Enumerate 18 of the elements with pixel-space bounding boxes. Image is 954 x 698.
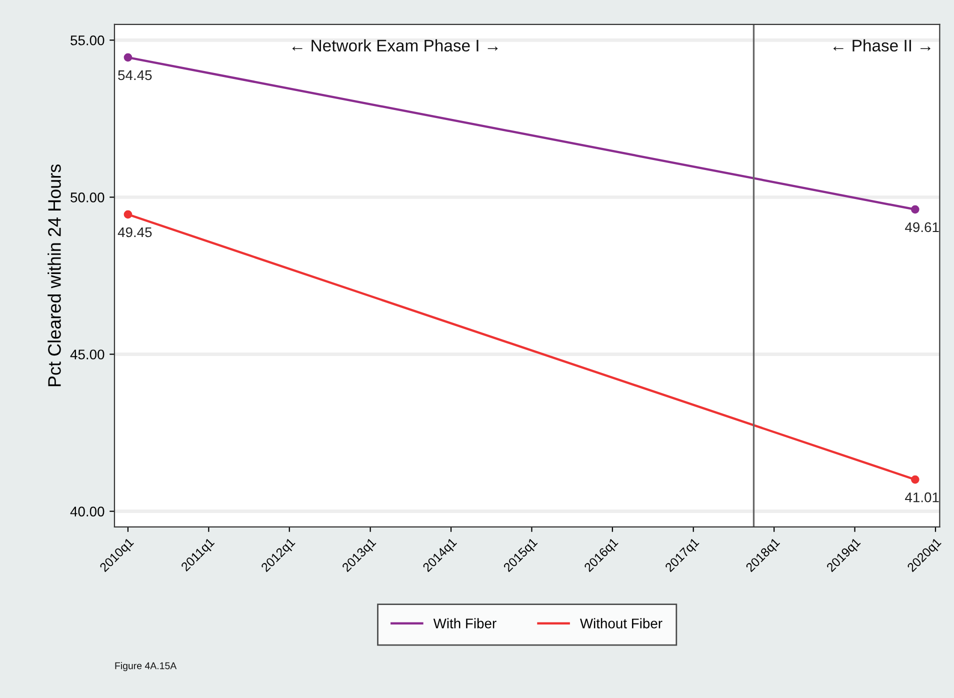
legend-label: With Fiber [433, 618, 496, 628]
y-tick-label: 40.00 [70, 506, 104, 516]
point [124, 210, 132, 219]
data-label: 49.61 [905, 222, 939, 232]
data-label: 41.01 [905, 492, 939, 502]
point [124, 53, 132, 62]
y-tick-label: 50.00 [70, 192, 104, 202]
data-label: 49.45 [118, 227, 152, 238]
legend-label: Without Fiber [580, 618, 662, 628]
y-axis-title: Pct Cleared within 24 Hours [48, 164, 61, 386]
point [910, 205, 920, 214]
y-tick-label: 45.00 [70, 350, 104, 360]
y-tick-label: 55.00 [70, 35, 104, 46]
caption: Figure 4A.15A [115, 662, 177, 672]
point [910, 475, 920, 484]
annotation: ← Network Exam Phase I → [292, 39, 498, 52]
annotation: ← Phase II → [833, 39, 930, 52]
data-label: 54.45 [118, 70, 152, 80]
